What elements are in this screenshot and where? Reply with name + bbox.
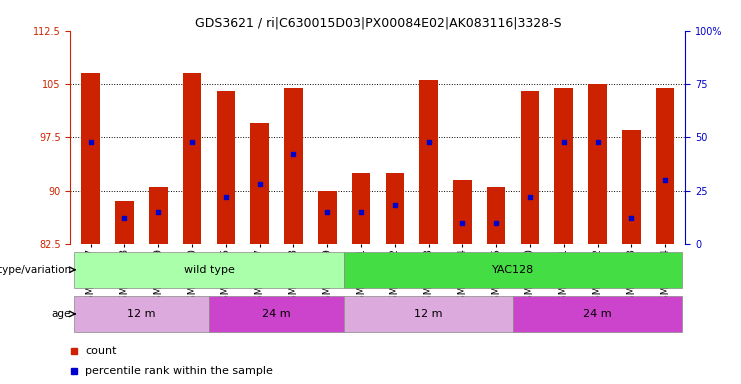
- Bar: [554, 88, 573, 244]
- Bar: [453, 180, 472, 244]
- Text: percentile rank within the sample: percentile rank within the sample: [85, 366, 273, 376]
- Text: age: age: [52, 309, 71, 319]
- Text: 24 m: 24 m: [262, 309, 291, 319]
- Bar: [588, 84, 607, 244]
- Title: GDS3621 / ri|C630015D03|PX00084E02|AK083116|3328-S: GDS3621 / ri|C630015D03|PX00084E02|AK083…: [195, 17, 561, 30]
- Bar: [385, 173, 404, 244]
- Text: 12 m: 12 m: [414, 309, 443, 319]
- Bar: [284, 88, 303, 244]
- Bar: [318, 190, 336, 244]
- Bar: [622, 130, 641, 244]
- Bar: [209, 296, 344, 332]
- Bar: [513, 296, 682, 332]
- Bar: [250, 123, 269, 244]
- Bar: [487, 187, 505, 244]
- Text: wild type: wild type: [184, 265, 234, 275]
- Bar: [115, 201, 134, 244]
- Bar: [344, 252, 682, 288]
- Bar: [74, 296, 209, 332]
- Text: count: count: [85, 346, 117, 356]
- Bar: [352, 173, 370, 244]
- Bar: [344, 296, 513, 332]
- Text: genotype/variation: genotype/variation: [0, 265, 71, 275]
- Text: YAC128: YAC128: [492, 265, 534, 275]
- Bar: [82, 73, 100, 244]
- Bar: [149, 187, 167, 244]
- Bar: [183, 73, 202, 244]
- Bar: [521, 91, 539, 244]
- Bar: [74, 252, 344, 288]
- Bar: [216, 91, 235, 244]
- Text: 24 m: 24 m: [583, 309, 612, 319]
- Text: 12 m: 12 m: [127, 309, 156, 319]
- Bar: [419, 81, 438, 244]
- Bar: [656, 88, 674, 244]
